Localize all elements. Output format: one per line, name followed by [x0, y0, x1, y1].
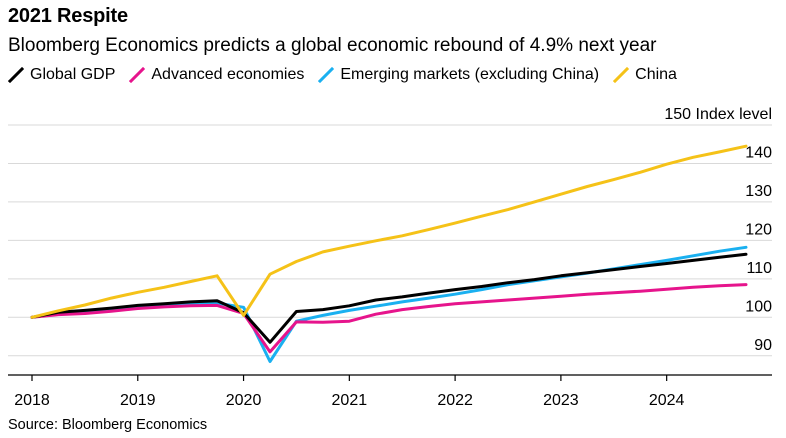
chart-subtitle: Bloomberg Economics predicts a global ec…: [8, 35, 657, 56]
legend-swatch-emerging-markets: [318, 67, 335, 83]
x-tick-label: 2023: [543, 392, 579, 409]
legend-swatch-global-gdp: [8, 67, 24, 83]
legend-swatch-advanced-economies: [129, 67, 146, 83]
x-tick-label: 2020: [226, 392, 262, 409]
y-tick-label: 150 Index level: [664, 106, 772, 123]
legend-item-emerging-markets: Emerging markets (excluding China): [318, 66, 599, 84]
x-tick-label: 2021: [332, 392, 368, 409]
source-note: Source: Bloomberg Economics: [8, 417, 208, 433]
y-tick-label: 120: [745, 221, 772, 238]
legend-item-china: China: [613, 66, 677, 84]
series-line-global-gdp: [30, 252, 748, 344]
y-tick-label: 130: [745, 183, 772, 200]
series-line-china: [30, 144, 748, 319]
legend-label-china: China: [635, 66, 677, 83]
legend: Global GDP Advanced economies Emerging m…: [8, 66, 691, 84]
x-tick-label: 2022: [437, 392, 473, 409]
x-tick-label: 2024: [649, 392, 685, 409]
legend-swatch-china: [613, 67, 630, 83]
x-tick-label: 2019: [120, 392, 156, 409]
series-line-advanced-economies: [30, 283, 748, 354]
legend-label-emerging-markets: Emerging markets (excluding China): [340, 66, 600, 83]
legend-label-global-gdp: Global GDP: [30, 66, 116, 83]
chart-title: 2021 Respite: [8, 5, 128, 27]
legend-label-advanced-economies: Advanced economies: [151, 66, 305, 83]
y-tick-label: 90: [754, 337, 772, 354]
y-tick-label: 110: [746, 260, 772, 277]
y-tick-label: 100: [745, 298, 772, 315]
x-tick-label: 2018: [14, 392, 50, 409]
legend-item-global-gdp: Global GDP: [8, 66, 115, 84]
legend-item-advanced-economies: Advanced economies: [129, 66, 304, 84]
y-tick-label: 140: [745, 144, 772, 161]
